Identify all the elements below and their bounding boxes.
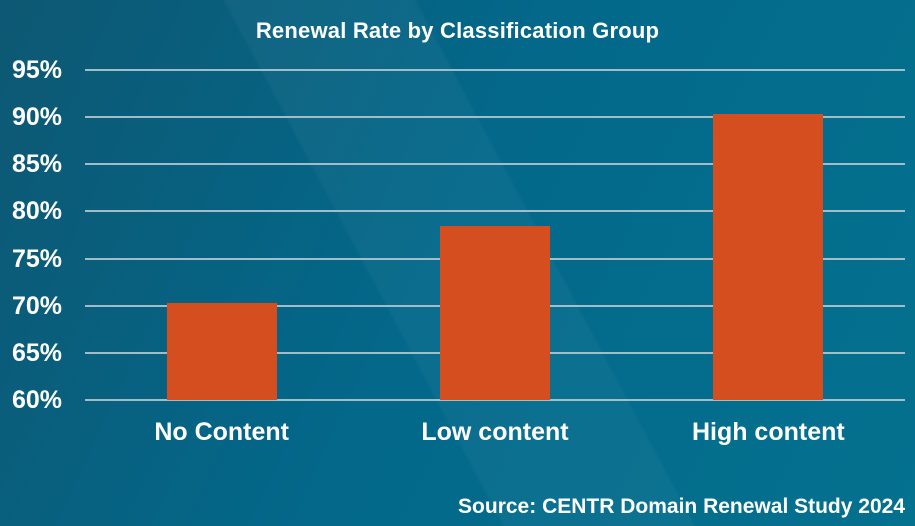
y-tick-label: 85% <box>11 150 62 179</box>
y-tick-label: 95% <box>11 56 62 84</box>
y-tick-label: 90% <box>11 103 62 132</box>
gridline <box>85 399 905 401</box>
chart-title: Renewal Rate by Classification Group <box>255 18 660 43</box>
bar-no-content <box>166 302 277 400</box>
y-axis: 60% 65% 70% 75% 80% 85% 90% 95% <box>0 0 62 526</box>
gridline <box>85 116 905 119</box>
gridline <box>85 163 905 166</box>
x-category-label: No Content <box>154 418 290 446</box>
bar-low-content <box>440 225 550 400</box>
x-category-label: Low content <box>421 418 569 446</box>
y-tick-label: 65% <box>11 338 62 367</box>
y-tick-label: 75% <box>11 244 62 273</box>
y-tick-label: 80% <box>11 197 62 226</box>
y-tick-label: 70% <box>11 291 62 320</box>
bar-high-content <box>713 114 824 400</box>
gridline <box>85 210 905 213</box>
gridline <box>85 69 905 71</box>
x-category-label: High content <box>691 418 845 446</box>
x-axis: No Content Low content High content <box>85 414 905 454</box>
y-tick-label: 60% <box>11 386 62 414</box>
plot-area <box>85 69 905 401</box>
source-note: Source: CENTR Domain Renewal Study 2024 <box>458 495 905 518</box>
